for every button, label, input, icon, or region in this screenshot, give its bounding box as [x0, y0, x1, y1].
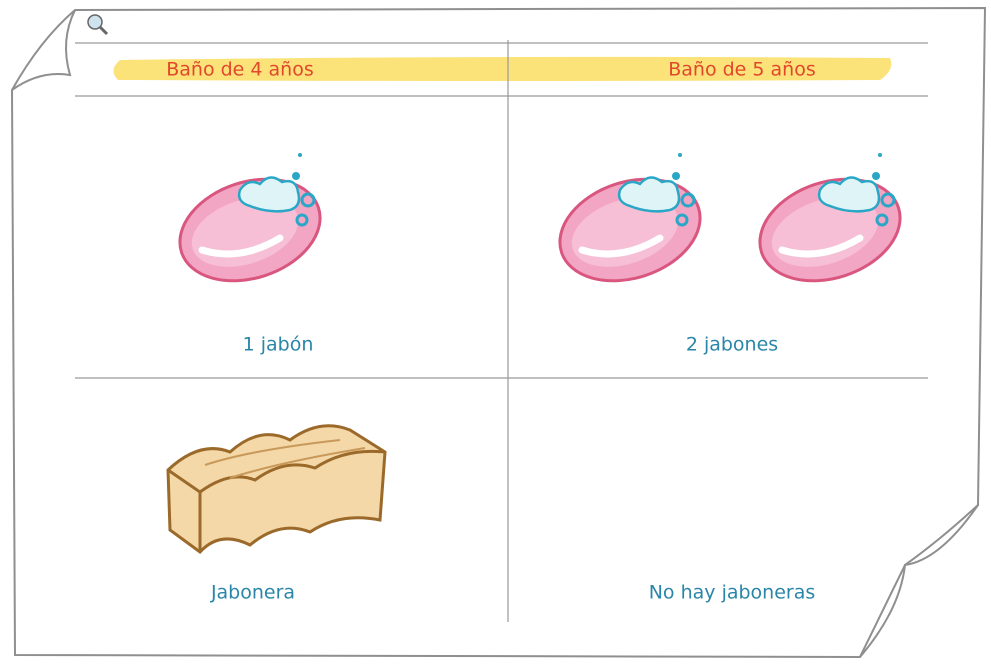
table-cell: 1 jabón: [243, 334, 314, 356]
table-cell: Jabonera: [210, 582, 295, 604]
column-header: Baño de 4 años: [166, 59, 314, 81]
soap-dish-image: [166, 424, 387, 555]
page-curl: [859, 504, 979, 658]
magnifier-icon: [87, 14, 109, 36]
header-highlight: [113, 56, 892, 81]
table-cell: No hay jaboneras: [649, 582, 816, 604]
page-curl: [11, 9, 76, 91]
paper: [10, 6, 987, 659]
table-cell: 2 jabones: [686, 334, 778, 356]
column-header: Baño de 5 años: [668, 59, 816, 81]
